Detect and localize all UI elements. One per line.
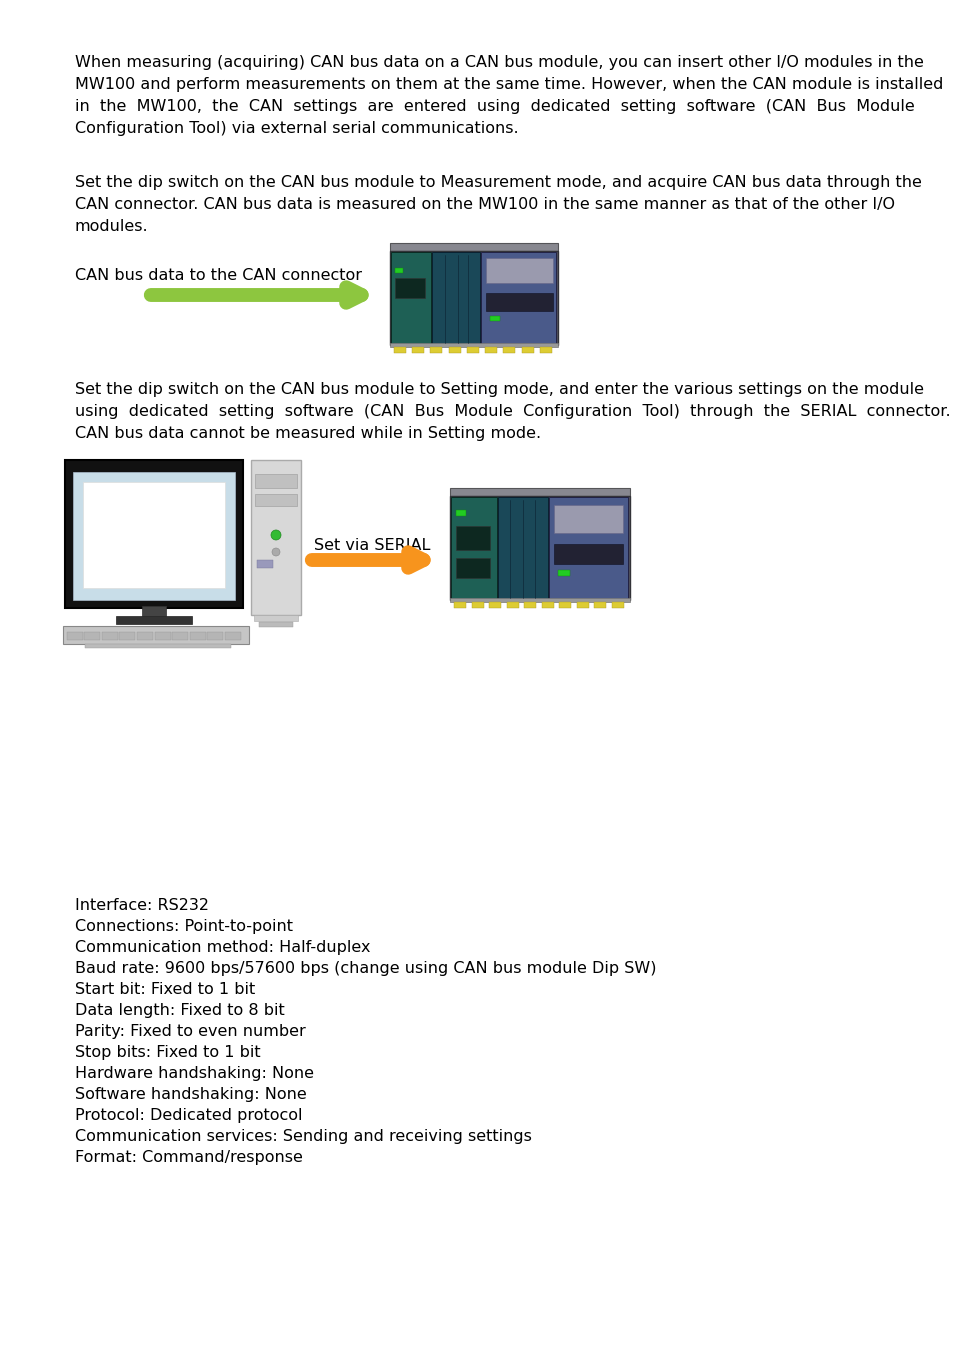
Text: Start bit: Fixed to 1 bit: Start bit: Fixed to 1 bit [75, 982, 255, 997]
Text: MW100 and perform measurements on them at the same time. However, when the CAN m: MW100 and perform measurements on them a… [75, 77, 943, 92]
Bar [577, 603, 588, 608]
Text: Set the dip switch on the CAN bus module to Measurement mode, and acquire CAN bu: Set the dip switch on the CAN bus module… [75, 176, 921, 190]
Bar [506, 603, 518, 608]
Bar [63, 626, 249, 644]
Text: Software handshaking: None: Software handshaking: None [75, 1088, 307, 1102]
Bar [430, 347, 442, 353]
Bar [390, 343, 558, 347]
Bar [467, 347, 478, 353]
Bar [73, 471, 234, 600]
Bar [412, 347, 424, 353]
Bar [172, 632, 188, 640]
Text: Parity: Fixed to even number: Parity: Fixed to even number [75, 1024, 305, 1039]
Text: CAN connector. CAN bus data is measured on the MW100 in the same manner as that : CAN connector. CAN bus data is measured … [75, 197, 894, 212]
Bar [432, 253, 479, 345]
Text: modules.: modules. [75, 219, 149, 234]
Text: Communication services: Sending and receiving settings: Communication services: Sending and rece… [75, 1129, 532, 1144]
Bar [254, 494, 296, 507]
Text: Connections: Point-to-point: Connections: Point-to-point [75, 919, 293, 934]
Bar [394, 347, 406, 353]
Bar [258, 621, 293, 627]
Text: Data length: Fixed to 8 bit: Data length: Fixed to 8 bit [75, 1002, 284, 1019]
Bar [539, 347, 552, 353]
Bar [450, 598, 629, 603]
Text: Stop bits: Fixed to 1 bit: Stop bits: Fixed to 1 bit [75, 1046, 260, 1061]
Bar [485, 347, 497, 353]
Bar [391, 253, 431, 345]
Bar [450, 488, 629, 496]
Bar [554, 544, 622, 563]
Bar [456, 526, 490, 550]
Bar [471, 603, 483, 608]
Text: Set the dip switch on the CAN bus module to Setting mode, and enter the various : Set the dip switch on the CAN bus module… [75, 382, 923, 397]
Bar [541, 603, 553, 608]
Text: in  the  MW100,  the  CAN  settings  are  entered  using  dedicated  setting  so: in the MW100, the CAN settings are enter… [75, 99, 914, 113]
Text: Communication method: Half-duplex: Communication method: Half-duplex [75, 940, 370, 955]
Bar [485, 258, 553, 282]
Bar [154, 632, 171, 640]
Bar [558, 603, 571, 608]
Bar [83, 482, 225, 588]
Bar [554, 505, 622, 534]
Circle shape [271, 530, 281, 540]
Bar [84, 632, 100, 640]
Bar [548, 497, 627, 598]
Bar [116, 616, 192, 624]
Text: Protocol: Dedicated protocol: Protocol: Dedicated protocol [75, 1108, 302, 1123]
Bar [523, 603, 536, 608]
Bar [456, 558, 490, 578]
Text: Hardware handshaking: None: Hardware handshaking: None [75, 1066, 314, 1081]
Bar [558, 570, 569, 576]
Bar [480, 253, 556, 345]
Bar [489, 603, 500, 608]
Bar [85, 644, 231, 648]
Bar [390, 251, 558, 345]
Bar [395, 267, 402, 273]
Bar [451, 497, 497, 598]
Bar [119, 632, 135, 640]
Bar [190, 632, 206, 640]
Text: Format: Command/response: Format: Command/response [75, 1150, 302, 1165]
Bar [256, 561, 273, 567]
Bar [225, 632, 241, 640]
Text: CAN bus data cannot be measured while in Setting mode.: CAN bus data cannot be measured while in… [75, 426, 540, 440]
Circle shape [272, 549, 280, 557]
Bar [207, 632, 223, 640]
Text: Configuration Tool) via external serial communications.: Configuration Tool) via external serial … [75, 122, 518, 136]
Bar [137, 632, 152, 640]
Bar [390, 243, 558, 251]
Bar [521, 347, 533, 353]
Bar [448, 347, 460, 353]
Bar [251, 459, 301, 615]
Bar [497, 497, 547, 598]
Bar [65, 459, 243, 608]
Bar [454, 603, 465, 608]
Bar [485, 293, 553, 311]
Bar [612, 603, 623, 608]
Text: using  dedicated  setting  software  (CAN  Bus  Module  Configuration  Tool)  th: using dedicated setting software (CAN Bu… [75, 404, 949, 419]
Bar [67, 632, 83, 640]
Bar [503, 347, 515, 353]
Bar [142, 607, 166, 616]
Text: Baud rate: 9600 bps/57600 bps (change using CAN bus module Dip SW): Baud rate: 9600 bps/57600 bps (change us… [75, 961, 656, 975]
Text: When measuring (acquiring) CAN bus data on a CAN bus module, you can insert othe: When measuring (acquiring) CAN bus data … [75, 55, 923, 70]
Bar [490, 316, 499, 322]
Text: Interface: RS232: Interface: RS232 [75, 898, 209, 913]
Bar [254, 474, 296, 488]
Bar [253, 615, 297, 621]
Bar [395, 278, 424, 299]
Text: CAN bus data to the CAN connector: CAN bus data to the CAN connector [75, 267, 361, 282]
Bar [594, 603, 606, 608]
Bar [456, 509, 465, 516]
Text: Set via SERIAL: Set via SERIAL [314, 538, 430, 553]
Bar [102, 632, 118, 640]
Bar [450, 496, 629, 600]
